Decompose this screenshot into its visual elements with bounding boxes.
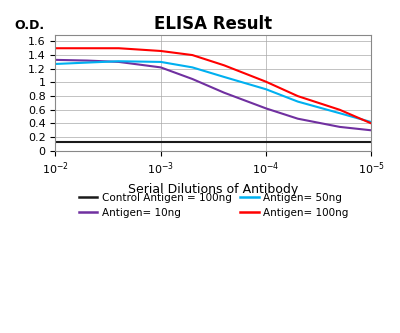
Legend: Control Antigen = 100ng, Antigen= 10ng, Antigen= 50ng, Antigen= 100ng: Control Antigen = 100ng, Antigen= 10ng, … <box>74 188 352 222</box>
X-axis label: Serial Dilutions of Antibody: Serial Dilutions of Antibody <box>128 183 298 196</box>
Text: O.D.: O.D. <box>14 19 44 32</box>
Title: ELISA Result: ELISA Result <box>154 15 272 33</box>
